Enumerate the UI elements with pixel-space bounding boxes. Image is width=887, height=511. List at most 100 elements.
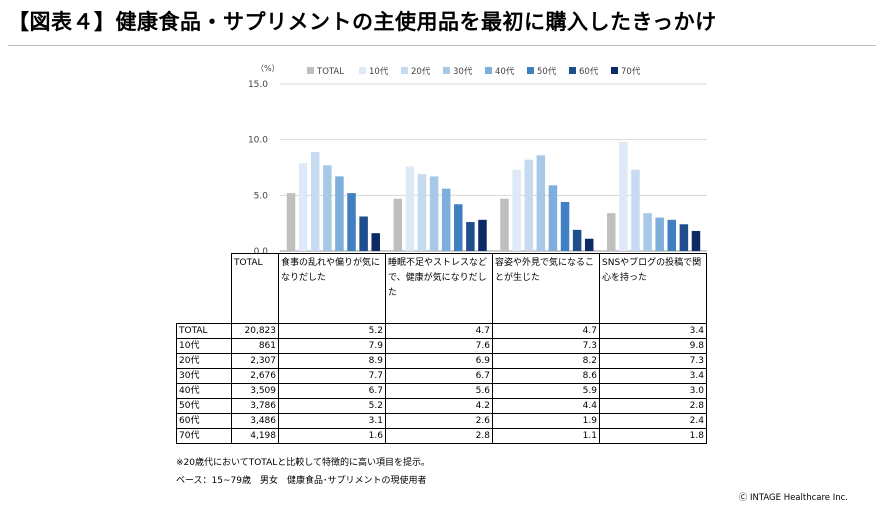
bar [323, 165, 332, 251]
legend-label: 50代 [537, 66, 557, 77]
table-row: 50代 3,786 5.2 4.2 4.4 2.8 [176, 398, 707, 414]
bar [335, 176, 344, 251]
base-note: ベース：15~79歳 男女 健康食品･サプリメントの現使用者 [176, 476, 427, 486]
value-cell: 3.1 [278, 413, 386, 429]
bar [478, 219, 487, 251]
title-divider [8, 45, 876, 46]
bar [417, 174, 427, 251]
legend-swatch [569, 67, 576, 74]
bar [643, 213, 652, 251]
value-cell: 3.4 [599, 323, 707, 339]
legend-label: 10代 [369, 66, 389, 77]
bar [454, 204, 463, 251]
sample-size: 2,676 [231, 368, 279, 384]
value-cell: 1.8 [599, 428, 707, 444]
value-cell: 2.8 [385, 428, 493, 444]
legend-label: 20代 [411, 66, 431, 77]
category-header: 食事の乱れや偏りが気になりだした [278, 253, 386, 324]
value-cell: 8.2 [492, 353, 600, 369]
value-cell: 7.7 [278, 368, 386, 384]
value-cell: 5.6 [385, 383, 493, 399]
sample-size: 861 [231, 338, 279, 354]
table-row: 20代 2,307 8.9 6.9 8.2 7.3 [176, 353, 707, 369]
bar [536, 155, 546, 251]
row-label: 60代 [176, 413, 232, 429]
bar [405, 166, 415, 251]
y-tick-label: 0.0 [254, 247, 269, 257]
bar [560, 202, 570, 251]
header-total: TOTAL [231, 253, 279, 324]
row-label: 20代 [176, 353, 232, 369]
sample-size: 3,786 [231, 398, 279, 414]
legend-swatch [401, 67, 408, 74]
bar [466, 222, 475, 251]
legend-swatch [443, 67, 450, 74]
bar [572, 229, 582, 251]
blank-corner [176, 253, 232, 324]
value-cell: 7.9 [278, 338, 386, 354]
bar [347, 193, 356, 251]
footnote: ※20歳代においてTOTALと比較して特徴的に高い項目を提示。 [176, 458, 431, 468]
value-cell: 6.7 [278, 383, 386, 399]
legend-label: TOTAL [316, 67, 344, 77]
row-label: 10代 [176, 338, 232, 354]
legend-label: 60代 [579, 66, 599, 77]
legend-swatch [611, 67, 618, 74]
bar [429, 176, 439, 251]
value-cell: 5.2 [278, 323, 386, 339]
row-label: TOTAL [176, 323, 232, 339]
value-cell: 6.9 [385, 353, 493, 369]
bar-chart: 15.0 10.0 5.0 0.0 （%） TOTAL 10代 20代 30代 40代 50代 60代… [248, 64, 707, 257]
value-cell: 7.6 [385, 338, 493, 354]
value-cell: 5.2 [278, 398, 386, 414]
table-row: TOTAL 20,823 5.2 4.7 4.7 3.4 [176, 323, 707, 339]
table-row: 70代 4,198 1.6 2.8 1.1 1.8 [176, 428, 707, 444]
value-cell: 7.3 [599, 353, 707, 369]
y-tick-label: 15.0 [248, 80, 268, 90]
legend-swatch [359, 67, 366, 74]
value-cell: 2.4 [599, 413, 707, 429]
table-row: 60代 3,486 3.1 2.6 1.9 2.4 [176, 413, 707, 429]
value-cell: 4.7 [492, 323, 600, 339]
bar [667, 219, 677, 251]
bar [607, 213, 616, 251]
bar [691, 230, 701, 251]
row-label: 30代 [176, 368, 232, 384]
row-label: 50代 [176, 398, 232, 414]
legend-swatch [485, 67, 492, 74]
table-row: 40代 3,509 6.7 5.6 5.9 3.0 [176, 383, 707, 399]
sample-size: 3,486 [231, 413, 279, 429]
value-cell: 1.6 [278, 428, 386, 444]
value-cell: 2.8 [599, 398, 707, 414]
bar [584, 238, 594, 251]
category-header: 容姿や外見で気になることが生じた [492, 253, 600, 324]
sample-size: 2,307 [231, 353, 279, 369]
bar [286, 193, 296, 251]
bar [393, 198, 403, 251]
bar [655, 217, 664, 251]
value-cell: 8.9 [278, 353, 386, 369]
legend-label: 30代 [453, 66, 473, 77]
value-cell: 2.6 [385, 413, 493, 429]
bar [679, 224, 689, 251]
table-row: 10代 861 7.9 7.6 7.3 9.8 [176, 338, 707, 354]
bar [524, 159, 533, 251]
bar [298, 163, 308, 251]
legend-swatch [527, 67, 534, 74]
value-cell: 3.4 [599, 368, 707, 384]
table-row: 30代 2,676 7.7 6.7 8.6 3.4 [176, 368, 707, 384]
bar [619, 141, 628, 251]
value-cell: 9.8 [599, 338, 707, 354]
value-cell: 4.2 [385, 398, 493, 414]
value-cell: 8.6 [492, 368, 600, 384]
value-cell: 4.7 [385, 323, 493, 339]
data-table: TOTAL 食事の乱れや偏りが気になりだした 睡眠不足やストレスなどで、健康が気にな… [176, 253, 707, 444]
page-title: 【図表４】健康食品・サプリメントの主使用品を最初に購入したきっかけ [8, 10, 717, 34]
unit-label: （%） [256, 64, 280, 73]
value-cell: 1.1 [492, 428, 600, 444]
value-cell: 5.9 [492, 383, 600, 399]
sample-size: 4,198 [231, 428, 279, 444]
bar [500, 198, 509, 251]
bar [548, 185, 558, 251]
bar [441, 188, 451, 251]
